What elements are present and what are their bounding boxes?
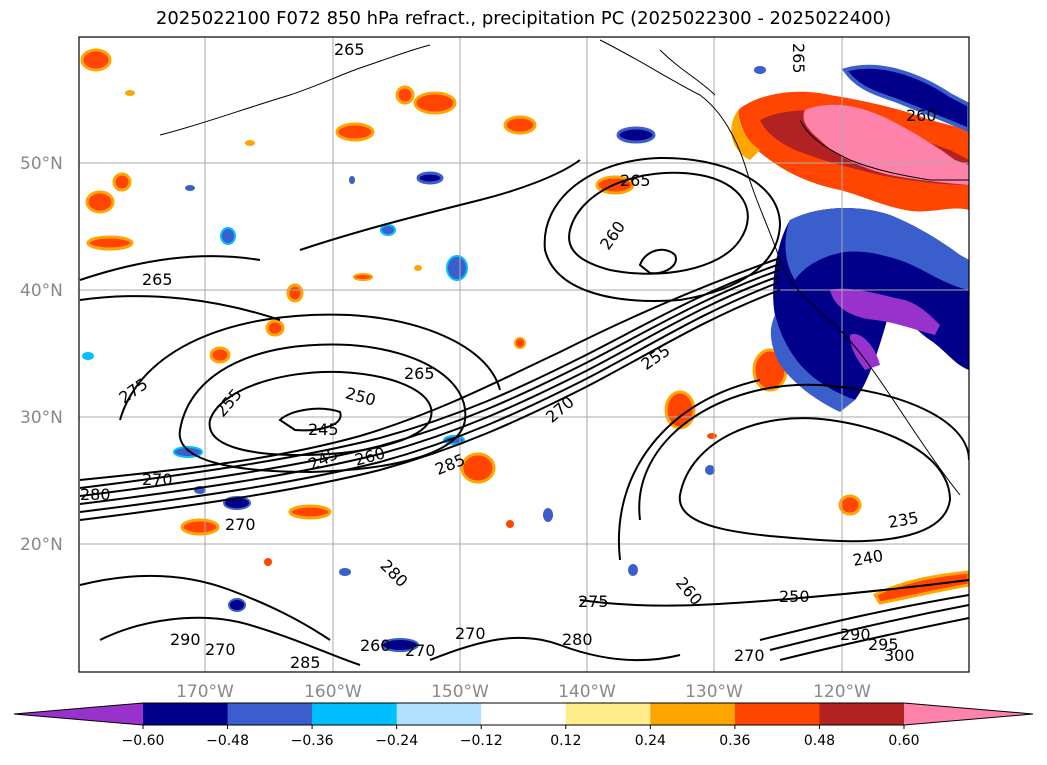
lat-label: 20°N (20, 535, 63, 555)
colorbar-tick-label: 0.12 (550, 733, 581, 749)
colorbar-tick-label: 0.48 (804, 733, 835, 749)
colorbar-tick-label: −0.24 (375, 733, 418, 749)
contour-label: 270 (734, 646, 765, 665)
contour-label: 275 (578, 592, 609, 611)
contour-label: 270 (205, 640, 236, 659)
lon-label: 150°W (431, 682, 489, 702)
contour-label: 265 (789, 43, 808, 74)
contour-label: 270 (225, 515, 256, 534)
contour-label: 300 (884, 646, 915, 665)
colorbar-tick-label: 0.60 (888, 733, 919, 749)
contour-label: 270 (455, 624, 486, 643)
precip-positive-shading (80, 48, 969, 605)
contour-label: 280 (562, 630, 593, 649)
contour-label: 265 (142, 270, 173, 289)
contour-label: 260 (360, 636, 391, 655)
colorbar: −0.60 −0.48 −0.36 −0.24 −0.12 0.12 0.24 0.36 0.4… (13, 702, 1034, 749)
lat-label: 50°N (20, 154, 63, 174)
contour-label: 260 (906, 106, 937, 125)
contour-label: 250 (779, 587, 810, 606)
coastlines (159, 39, 969, 496)
longitude-labels: 170°W 160°W 150°W 140°W 130°W 120°W (176, 682, 871, 702)
contour-label: 270 (405, 641, 436, 660)
colorbar-tick-label: −0.60 (122, 733, 165, 749)
colorbar-segment (312, 703, 398, 725)
colorbar-tick-label: 0.36 (719, 733, 750, 749)
lon-label: 140°W (558, 682, 616, 702)
map-frame (78, 36, 970, 673)
lon-label: 170°W (176, 682, 234, 702)
lon-label: 160°W (304, 682, 362, 702)
contour-label: 245 (308, 420, 339, 439)
contour-label: 290 (170, 630, 201, 649)
map-panel: 265 260 265 265 275 255 250 245 245 260 … (79, 37, 969, 672)
refractivity-contours (79, 156, 969, 666)
contour-label: 265 (404, 364, 435, 383)
lon-label: 130°W (685, 682, 743, 702)
colorbar-tick-label: −0.12 (460, 733, 503, 749)
colorbar-segment (143, 703, 229, 725)
colorbar-extend-high (904, 703, 1033, 725)
colorbar-segment (396, 703, 482, 725)
contour-label: 295 (868, 635, 899, 654)
colorbar-segment (819, 703, 905, 725)
colorbar-segment (734, 703, 820, 725)
colorbar-segment (650, 703, 736, 725)
contour-label: 280 (80, 485, 111, 504)
latitude-labels: 50°N 40°N 30°N 20°N (20, 154, 63, 555)
colorbar-tick-label: 0.24 (635, 733, 666, 749)
contour-label: 285 (290, 653, 321, 672)
colorbar-segment (481, 703, 567, 725)
colorbar-tick-label: −0.48 (206, 733, 249, 749)
contour-label: 290 (840, 625, 871, 644)
map-title: 2025022100 F072 850 hPa refract., precip… (155, 8, 892, 29)
lon-label: 120°W (813, 682, 871, 702)
contour-label: 265 (334, 40, 365, 59)
lat-label: 40°N (20, 281, 63, 301)
colorbar-segment (565, 703, 651, 725)
lat-label: 30°N (20, 408, 63, 428)
colorbar-tick-label: −0.36 (291, 733, 334, 749)
contour-label: 270 (142, 470, 173, 489)
colorbar-extend-low (14, 703, 143, 725)
colorbar-segment (227, 703, 313, 725)
contour-label: 265 (620, 171, 651, 190)
